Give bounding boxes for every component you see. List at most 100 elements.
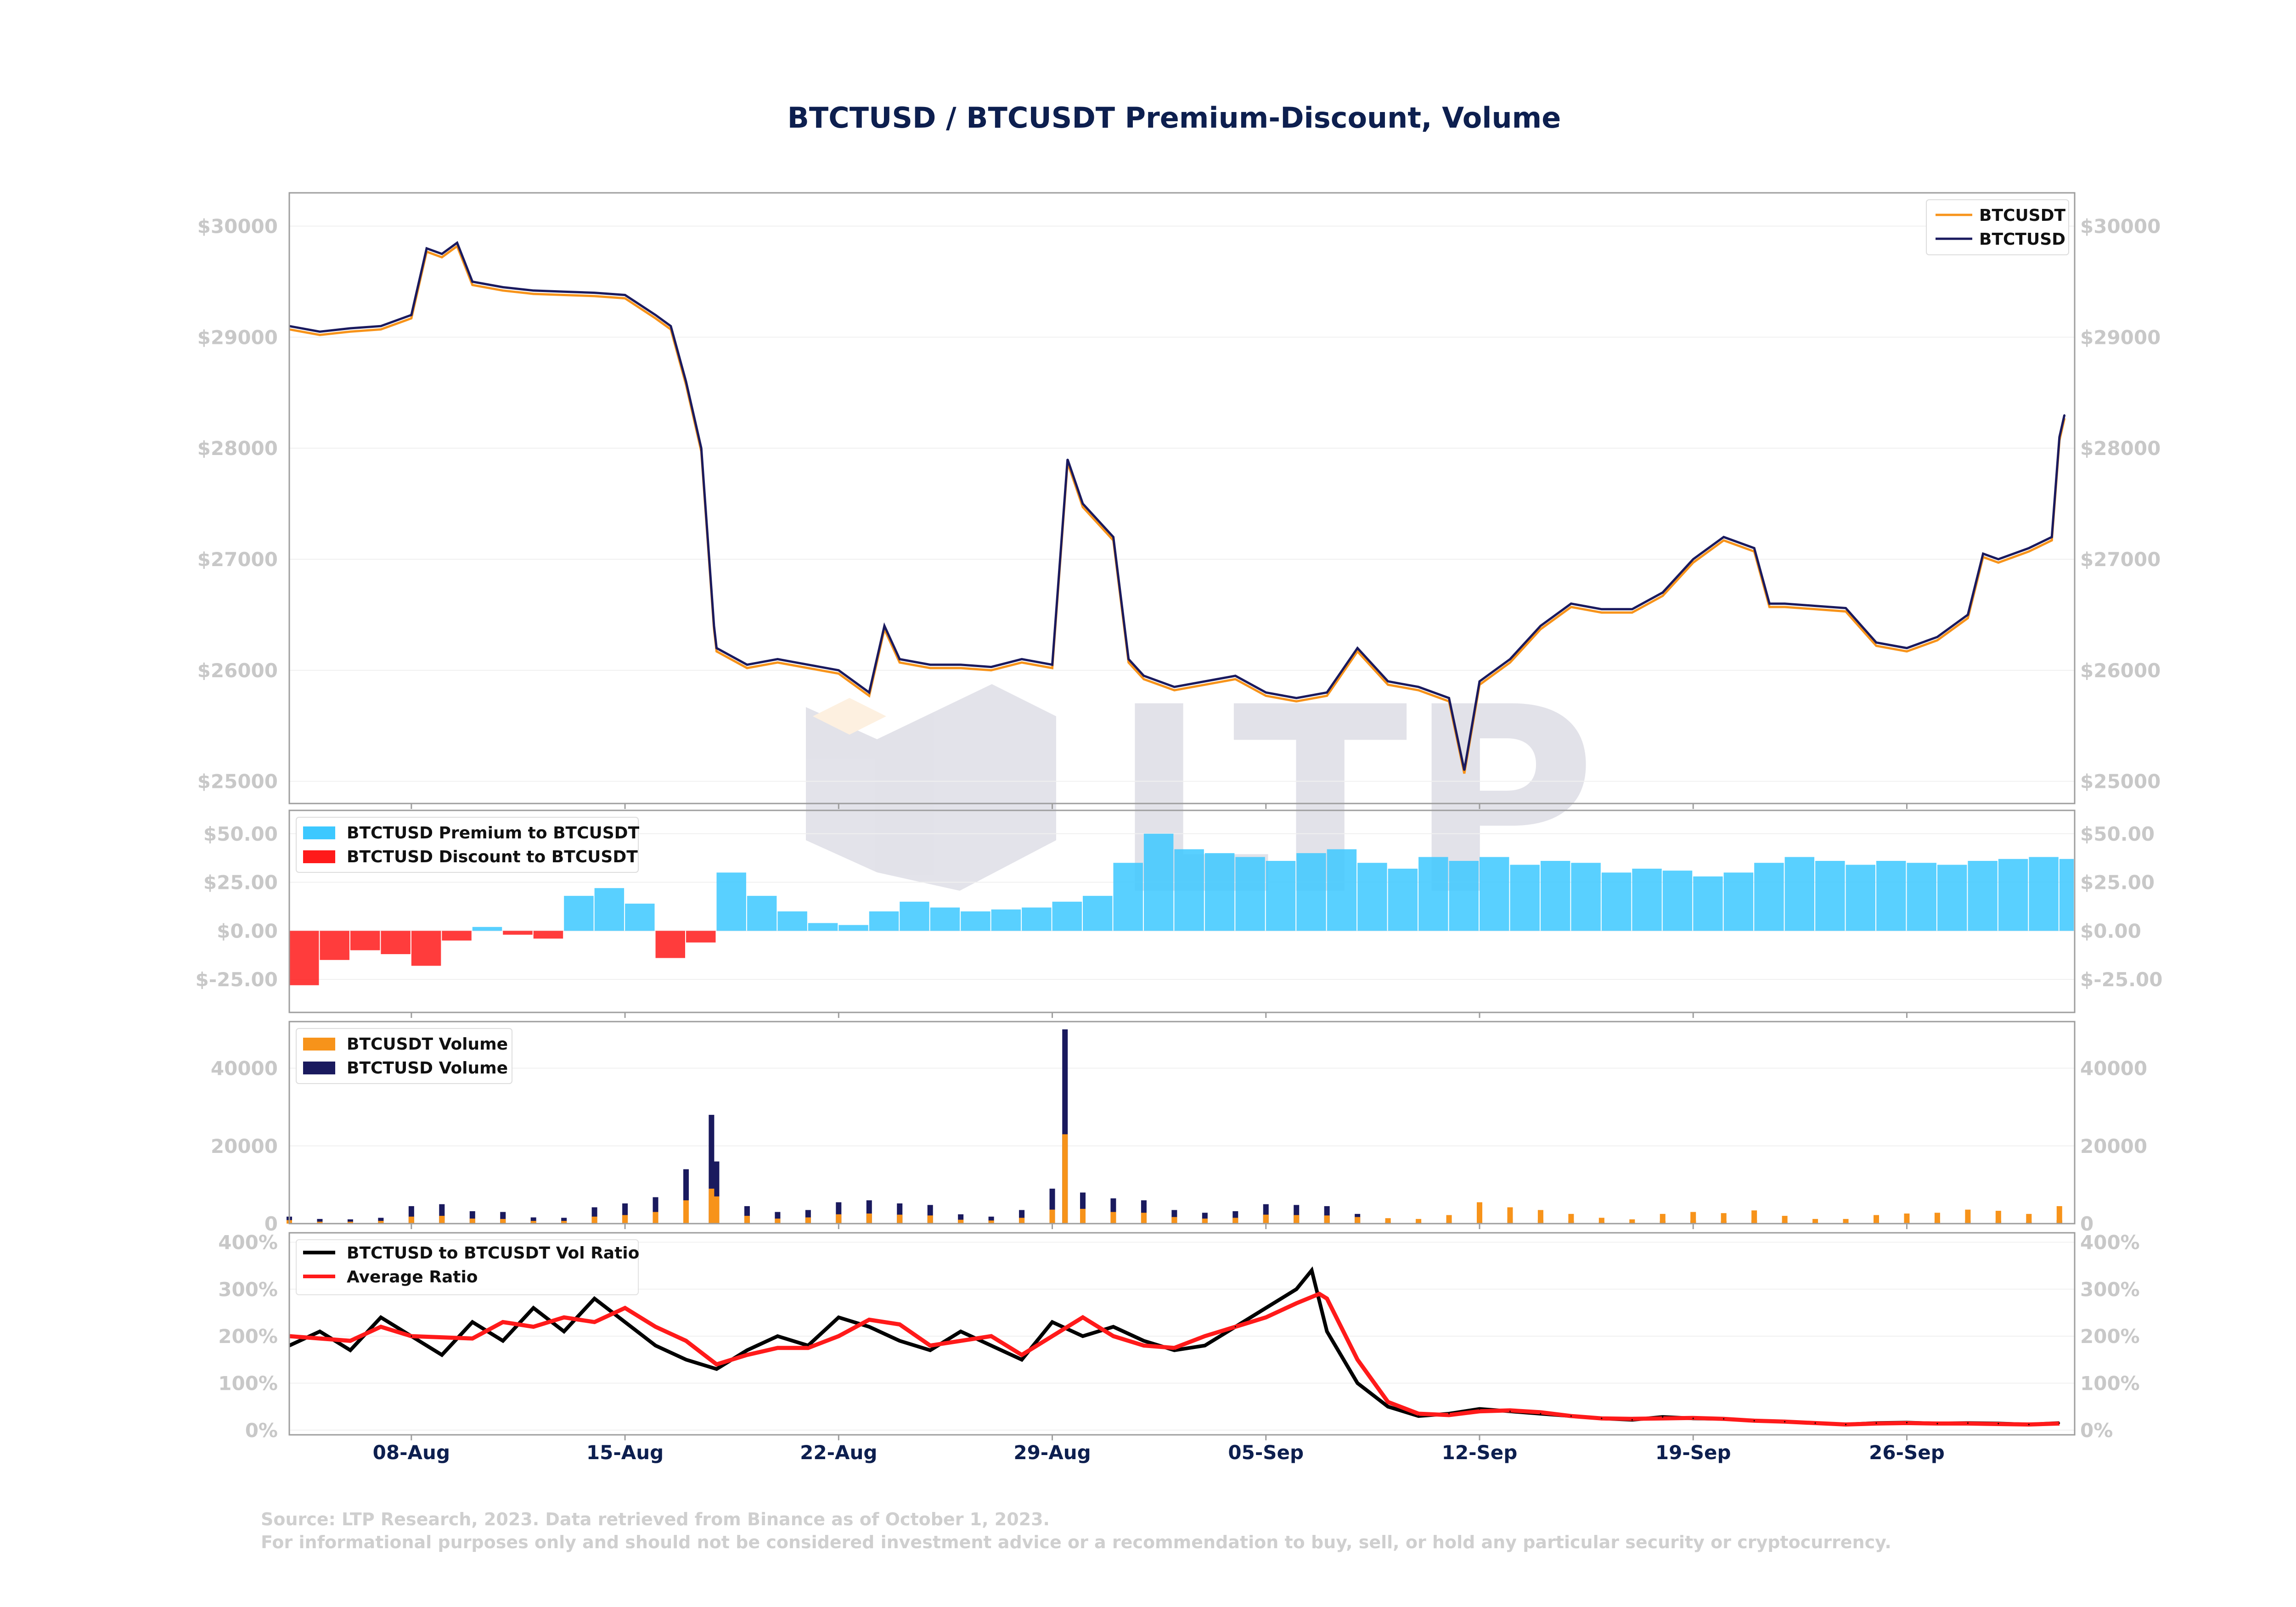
btcusdt-volume-bar — [1355, 1217, 1361, 1224]
btcusdt-volume-bar — [709, 1188, 715, 1224]
premium-bar — [1907, 863, 1936, 931]
y-tick-label-right: 40000 — [2080, 1057, 2147, 1080]
btcusdt-volume-bar — [1629, 1219, 1635, 1224]
btcusdt-volume-bar — [927, 1215, 933, 1224]
ratio-point — [1814, 1422, 1816, 1424]
discount-bar — [381, 931, 411, 955]
y-tick-label-left: $26000 — [197, 659, 278, 682]
price-point — [426, 247, 428, 249]
premium-bar — [716, 872, 746, 931]
price-point — [1479, 680, 1480, 682]
price-point — [1067, 458, 1069, 460]
btcusdt-volume-bar — [1385, 1218, 1391, 1224]
premium-bar — [1480, 857, 1509, 931]
price-point — [1326, 691, 1328, 693]
price-point — [1814, 605, 1816, 607]
y-tick-label-left: 20000 — [211, 1135, 278, 1157]
premium-bar — [1632, 868, 1662, 931]
premium-bar — [1968, 861, 1998, 931]
premium-bar — [564, 896, 594, 931]
ratio-legend: BTCTUSD to BTCUSDT Vol Ratio Average Rati… — [296, 1239, 639, 1295]
price-point — [1601, 608, 1603, 610]
ratio-point — [1295, 1288, 1297, 1290]
y-tick-label-left: $50.00 — [203, 823, 278, 845]
legend-label-premium: BTCTUSD Premium to BTCUSDT — [347, 824, 640, 843]
price-point — [1540, 625, 1542, 627]
price-point — [685, 381, 687, 382]
btcusdt-volume-bar — [1019, 1218, 1025, 1224]
premium-bar — [1662, 871, 1693, 931]
discount-bar — [289, 931, 319, 985]
price-point — [1692, 558, 1694, 560]
price-point — [1418, 686, 1419, 688]
ratio-point — [1753, 1420, 1755, 1422]
discount-bar — [320, 931, 349, 960]
price-point — [1998, 558, 1999, 560]
y-tick-label-right: $0.00 — [2080, 920, 2141, 942]
price-point — [349, 327, 351, 329]
premium-bar — [1083, 896, 1113, 931]
premium-bar — [2029, 857, 2059, 931]
ratio-point — [1875, 1422, 1877, 1424]
btcusdt-volume-bar — [2056, 1206, 2062, 1224]
y-tick-label-left: 100% — [218, 1372, 278, 1394]
price-point — [838, 669, 839, 671]
ratio-point — [1052, 1321, 1053, 1323]
btcusdt-volume-bar — [1477, 1202, 1482, 1224]
y-tick-label-left: $-25.00 — [195, 968, 278, 991]
price-point — [1768, 603, 1770, 605]
ratio-point — [1311, 1270, 1312, 1271]
premium-bar — [1357, 863, 1387, 931]
discount-bar — [533, 931, 563, 939]
price-point — [990, 666, 992, 668]
y-tick-label-left: $25000 — [197, 770, 278, 793]
price-point — [777, 658, 778, 660]
y-tick-label-right: 400% — [2080, 1231, 2140, 1253]
premium-bar — [1143, 833, 1174, 931]
x-tick-label: 08-Aug — [373, 1441, 450, 1464]
discount-bar — [686, 931, 716, 943]
discount-bar — [442, 931, 472, 941]
ratio-point — [502, 1340, 504, 1342]
ratio-point — [1173, 1349, 1175, 1351]
legend-label-ratio: BTCTUSD to BTCUSDT Vol Ratio — [347, 1244, 639, 1263]
ratio-point — [1387, 1406, 1389, 1408]
ratio-point — [533, 1307, 535, 1309]
ratio-point — [563, 1331, 565, 1332]
ratio-point — [1906, 1422, 1908, 1423]
ratio-point — [777, 1335, 778, 1337]
price-point — [1204, 680, 1206, 682]
premium-bar — [1296, 853, 1326, 931]
price-point — [1387, 680, 1389, 682]
y-tick-label-right: 200% — [2080, 1325, 2140, 1348]
premium-bar — [625, 904, 655, 931]
premium-panel: $-25.00 $-25.00 $0.00 $0.00 $25.00 $25.00 $50.… — [195, 809, 2163, 1018]
price-point — [670, 325, 672, 327]
price-point — [441, 253, 443, 255]
y-tick-label-right: 100% — [2080, 1372, 2140, 1394]
ratio-point — [1143, 1340, 1145, 1342]
price-point — [1463, 769, 1465, 771]
ratio-point — [1234, 1326, 1236, 1328]
ratio-point — [1021, 1359, 1023, 1360]
ratio-point — [1570, 1415, 1572, 1417]
price-point — [380, 325, 382, 327]
price-point — [700, 447, 702, 449]
x-tick-label: 15-Aug — [586, 1441, 664, 1464]
ratio-point — [899, 1340, 900, 1342]
price-point — [563, 291, 565, 292]
premium-bar — [991, 909, 1021, 931]
y-tick-label-right: $25.00 — [2080, 871, 2155, 894]
y-tick-label-right: 300% — [2080, 1278, 2140, 1301]
btcusdt-volume-bar — [1416, 1219, 1422, 1224]
btcusdt-volume-bar — [1171, 1217, 1177, 1224]
price-point — [1143, 675, 1145, 677]
ratio-point — [624, 1321, 626, 1323]
volume-legend: BTCUSDT Volume BTCTUSD Volume — [296, 1028, 512, 1084]
ratio-point — [1601, 1417, 1603, 1419]
price-point — [1631, 608, 1633, 610]
btcusdt-volume-bar — [1751, 1210, 1757, 1224]
ratio-panel: 0% 0% 100% 100% 200% 200% 300% 300% 400% 400% BTCT… — [218, 1231, 2140, 1464]
btcusdt-volume-bar — [1110, 1212, 1116, 1224]
ratio-point — [1845, 1423, 1847, 1425]
